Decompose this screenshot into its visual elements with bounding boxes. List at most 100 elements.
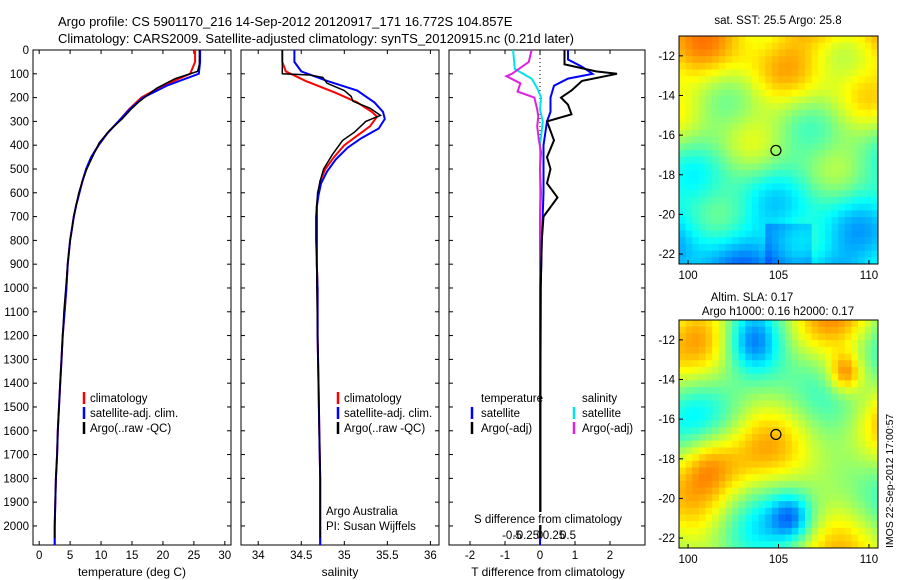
heatmap-cell: [751, 534, 760, 542]
heatmap-cell: [831, 514, 839, 522]
heatmap-cell: [824, 176, 833, 185]
heatmap-cell: [778, 56, 786, 64]
heatmap-cell: [851, 123, 859, 131]
heatmap-cell: [778, 163, 786, 171]
heatmap-cell: [818, 380, 826, 388]
heatmap-cell: [805, 82, 813, 91]
heatmap-cell: [791, 82, 799, 91]
heatmap-cell: [851, 190, 859, 198]
heatmap-cell: [705, 360, 713, 368]
heatmap-cell: [798, 467, 806, 475]
heatmap-cell: [692, 413, 700, 422]
heatmap-cell: [798, 156, 806, 165]
heatmap-cell: [725, 521, 733, 529]
heatmap-cell: [838, 333, 846, 341]
heatmap-cell: [718, 56, 727, 64]
heatmap-cell: [791, 217, 799, 225]
heatmap-cell: [765, 190, 773, 198]
heatmap-cell: [791, 49, 799, 57]
heatmap-cell: [765, 96, 773, 104]
heatmap-cell: [858, 507, 866, 516]
heatmap-cell: [751, 82, 760, 91]
heatmap-cell: [771, 230, 780, 238]
heatmap-cell: [838, 42, 846, 51]
heatmap-cell: [871, 413, 878, 422]
heatmap-cell: [692, 243, 700, 252]
heatmap-cell: [831, 407, 839, 415]
heatmap-cell: [771, 407, 780, 415]
x-tick-label: 35: [338, 550, 351, 562]
heatmap-cell: [818, 454, 826, 462]
heatmap-cell: [771, 413, 780, 422]
heatmap-cell: [811, 507, 819, 516]
heatmap-cell: [725, 196, 733, 205]
heatmap-cell: [732, 387, 740, 395]
heatmap-cell: [685, 527, 693, 536]
heatmap-cell: [718, 163, 727, 171]
heatmap-cell: [858, 129, 866, 138]
heatmap-cell: [811, 237, 819, 245]
heatmap-cell: [725, 353, 733, 361]
heatmap-cell: [851, 393, 859, 402]
heatmap-cell: [758, 373, 766, 381]
heatmap-cell: [738, 387, 746, 395]
heatmap-cell: [738, 56, 746, 64]
heatmap-cell: [871, 320, 878, 328]
s-tick-label: -0.5: [502, 530, 522, 542]
t-difference-label: T difference from climatology: [471, 565, 625, 579]
heatmap-cell: [698, 427, 707, 435]
heatmap-cell: [732, 487, 740, 495]
heatmap-cell: [751, 407, 760, 415]
heatmap-cell: [705, 541, 713, 548]
heatmap-cell: [751, 507, 760, 516]
heatmap-cell: [758, 190, 766, 198]
heatmap-cell: [771, 467, 780, 475]
heatmap-cell: [718, 250, 727, 258]
heatmap-cell: [692, 346, 700, 355]
heatmap-cell: [758, 400, 766, 408]
heatmap-cell: [751, 467, 760, 475]
heatmap-cell: [705, 400, 713, 408]
heatmap-cell: [712, 156, 720, 165]
heatmap-cell: [824, 360, 833, 368]
heatmap-cell: [712, 460, 720, 469]
heatmap-cell: [871, 170, 878, 178]
heatmap-cell: [844, 176, 853, 185]
heatmap-cell: [698, 183, 707, 191]
heatmap-cell: [712, 56, 720, 64]
heatmap-cell: [778, 474, 786, 482]
heatmap-cell: [851, 480, 859, 489]
heatmap-cell: [864, 156, 872, 165]
heatmap-cell: [685, 454, 693, 462]
heatmap-cell: [778, 150, 786, 158]
heatmap-cell: [758, 534, 766, 542]
heatmap-cell: [771, 36, 780, 44]
heatmap-cell: [864, 434, 872, 442]
heatmap-cell: [851, 400, 859, 408]
heatmap-cell: [751, 136, 760, 144]
heatmap-cell: [785, 163, 793, 171]
heatmap-cell: [871, 527, 878, 536]
heatmap-cell: [858, 541, 866, 548]
heatmap-cell: [871, 487, 878, 495]
heatmap-cell: [778, 210, 786, 218]
heatmap-cell: [871, 440, 878, 449]
heatmap-cell: [858, 501, 866, 509]
heatmap-cell: [791, 42, 799, 51]
heatmap-cell: [685, 203, 693, 211]
s-tick-label: 0.5: [560, 530, 576, 542]
heatmap-cell: [831, 56, 839, 64]
heatmap-cell: [864, 534, 872, 542]
heatmap-cell: [864, 373, 872, 381]
heatmap-cell: [698, 243, 707, 252]
heatmap-cell: [818, 400, 826, 408]
heatmap-cell: [858, 454, 866, 462]
heatmap-cell: [851, 243, 859, 252]
heatmap-cell: [705, 36, 713, 44]
depth-tick-label: 400: [10, 140, 29, 152]
heatmap-cell: [712, 387, 720, 395]
heatmap-cell: [705, 250, 713, 258]
heatmap-cell: [718, 454, 727, 462]
heatmap-cell: [705, 210, 713, 218]
